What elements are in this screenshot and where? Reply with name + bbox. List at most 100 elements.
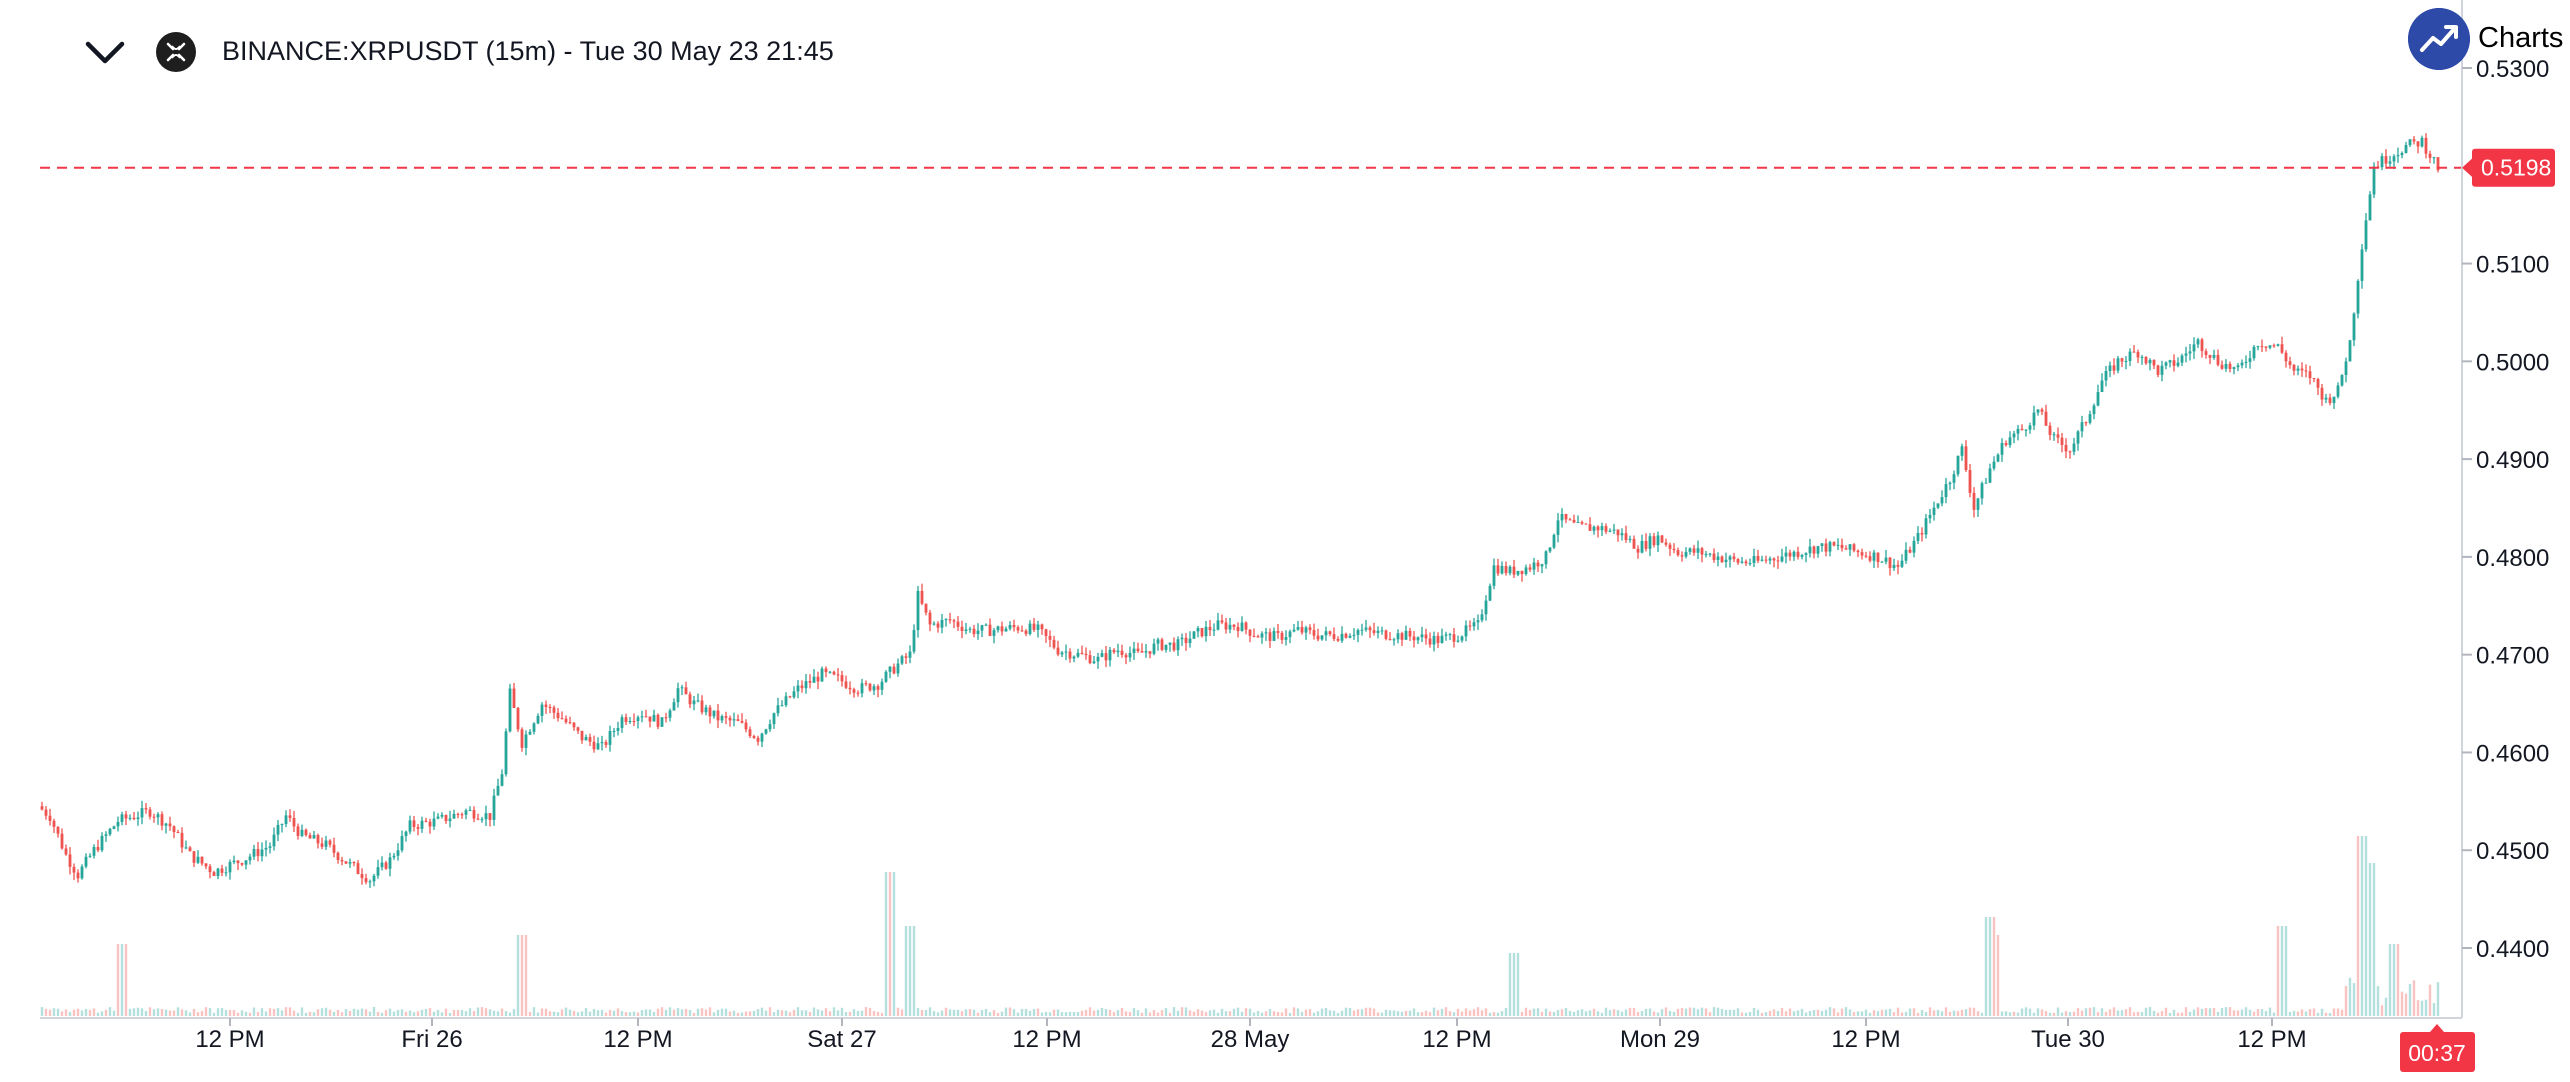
candle [1240,616,1244,632]
candle [1232,624,1236,631]
candle [1320,635,1324,641]
candle [96,839,100,853]
candle [252,844,256,860]
candle [1476,614,1480,630]
volume-bar [1640,1010,1644,1016]
volume-bar [992,1010,996,1016]
volume-bar [372,1007,376,1016]
candle [1852,543,1856,553]
candle [1532,557,1536,575]
volume-bar [568,1009,572,1016]
volume-bar [336,1009,340,1016]
volume-bar [940,1010,944,1016]
volume-bar [536,1012,540,1016]
volume-bar [360,1008,364,1016]
volume-bar [1736,1008,1740,1016]
volume-bar [1360,1009,1364,1016]
candle [1688,547,1692,555]
volume-bar [820,1010,824,1016]
volume-bar [400,1009,404,1016]
candle [760,732,764,748]
candle [1412,630,1416,648]
volume-bar [248,1012,252,1016]
volume-bar [2388,944,2392,1016]
volume-bar [2420,1000,2424,1016]
volume-bar [1832,1008,1836,1016]
candle [624,713,628,726]
candle [1440,628,1444,644]
volume-bar [192,1008,196,1016]
candle [572,721,576,731]
volume-bar [2244,1007,2248,1016]
volume-bar [1068,1011,1072,1016]
volume-bar [2336,1008,2340,1016]
volume-bar [864,1007,868,1016]
volume-bar [1928,1007,1932,1016]
candle [1092,656,1096,665]
volume-bar [1264,1011,1268,1016]
volume-bar [792,1009,796,1016]
volume-bar [1924,1012,1928,1016]
candle [116,816,120,832]
volume-bar [180,1009,184,1016]
candle [272,827,276,851]
candle [384,860,388,870]
candle [2352,312,2356,347]
candle [1468,620,1472,631]
volume-bar [1564,1008,1568,1016]
volume-bar [1596,1011,1600,1016]
candle [112,825,116,830]
candle [608,725,612,752]
volume-bar [308,1011,312,1016]
volume-bar [1544,1008,1548,1016]
brand-label[interactable]: Charts p [2478,22,2570,54]
candle [1744,559,1748,566]
volume-bar [2172,1009,2176,1016]
volume-bar [1812,1009,1816,1016]
volume-bar [120,944,124,1016]
candle [1272,627,1276,642]
candle [312,831,316,839]
volume-bar [2092,1007,2096,1016]
candle [640,710,644,723]
volume-bar [2424,999,2428,1016]
candle [860,678,864,698]
candle [1448,632,1452,641]
volume-bar [956,1009,960,1016]
candle [2112,358,2116,375]
volume-bar [1776,1010,1780,1016]
candle [1916,526,1920,545]
candle [644,709,648,718]
y-tick-label: 0.4700 [2476,643,2549,670]
candle [1084,647,1088,660]
candle [444,814,448,824]
volume-bar [136,1007,140,1016]
candle [588,733,592,747]
y-tick-label: 0.5100 [2476,252,2549,279]
candle [1228,617,1232,634]
candle [1712,548,1716,563]
volume-bar [552,1011,556,1016]
candle [1252,628,1256,638]
volume-bar [2240,1009,2244,1016]
candle [848,681,852,695]
candle [776,697,780,717]
volume-bar [1952,1010,1956,1016]
volume-bar [1044,1011,1048,1016]
candle [76,869,80,883]
volume-bar [1732,1009,1736,1016]
candle [380,856,384,871]
candle [64,844,68,856]
volume-bar [408,1010,412,1016]
volume-bar [296,1012,300,1016]
volume-bar [892,872,896,1016]
candle [792,686,796,699]
collapse-chevron-icon[interactable] [82,30,128,76]
volume-bar [1156,1012,1160,1016]
volume-bar [1424,1010,1428,1016]
charts-logo-icon[interactable] [2408,8,2470,70]
volume-bar [56,1008,60,1016]
candle [1144,643,1148,658]
candle [2216,349,2220,367]
